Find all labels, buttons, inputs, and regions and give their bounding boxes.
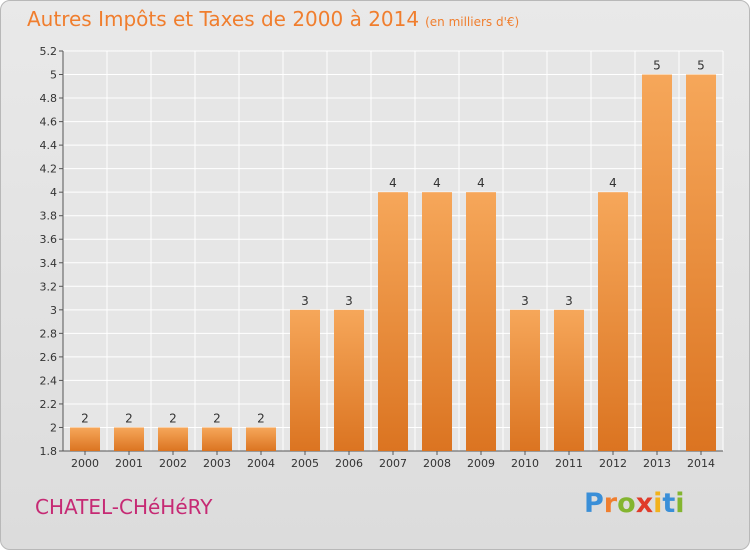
logo-letter: r: [603, 488, 618, 519]
y-tick-label: 4.4: [40, 139, 58, 152]
city-name: CHATEL-CHéHéRY: [35, 495, 213, 519]
data-label: 2: [125, 411, 133, 425]
bar-2007: [378, 192, 408, 452]
data-label: 5: [653, 59, 661, 73]
x-tick-label: 2003: [203, 457, 231, 470]
data-label: 2: [257, 411, 265, 425]
y-tick-label: 2.6: [40, 351, 58, 364]
y-tick-label: 2.8: [40, 327, 58, 340]
y-tick-label: 3.6: [40, 233, 58, 246]
y-tick-label: 4.6: [40, 116, 58, 129]
logo-letter: P: [584, 488, 604, 519]
data-label: 2: [81, 411, 89, 425]
x-tick-label: 2001: [115, 457, 143, 470]
bar-2008: [422, 192, 452, 452]
data-label: 4: [433, 176, 441, 190]
data-label: 4: [389, 176, 397, 190]
x-tick-label: 2000: [71, 457, 99, 470]
x-tick-label: 2007: [379, 457, 407, 470]
y-tick-label: 4.8: [40, 92, 58, 105]
x-tick-label: 2005: [291, 457, 319, 470]
y-tick-label: 5.2: [40, 45, 58, 58]
x-tick-label: 2010: [511, 457, 539, 470]
y-tick-label: 4.2: [40, 163, 58, 176]
x-tick-label: 2004: [247, 457, 275, 470]
x-tick-label: 2012: [599, 457, 627, 470]
data-label: 3: [565, 294, 573, 308]
y-tick-label: 2: [50, 421, 57, 434]
y-tick-label: 3.8: [40, 210, 58, 223]
logo-letter: t: [662, 488, 676, 519]
bar-2014: [686, 74, 716, 451]
proxiti-logo[interactable]: Proxiti: [584, 488, 685, 519]
x-tick-label: 2008: [423, 457, 451, 470]
chart-title-text: Autres Impôts et Taxes de 2000 à 2014: [27, 7, 420, 31]
x-tick-label: 2011: [555, 457, 583, 470]
chart-unit: (en milliers d'€): [425, 15, 520, 29]
y-tick-label: 2.4: [40, 374, 58, 387]
logo-letter: i: [653, 488, 663, 519]
x-tick-label: 2006: [335, 457, 363, 470]
bar-2009: [466, 192, 496, 452]
bar-2012: [598, 192, 628, 452]
bar-2013: [642, 74, 672, 451]
x-tick-label: 2014: [687, 457, 715, 470]
data-label: 3: [345, 294, 353, 308]
chart-title: Autres Impôts et Taxes de 2000 à 2014 (en…: [27, 7, 519, 31]
data-label: 4: [477, 176, 485, 190]
logo-letter: i: [675, 488, 685, 519]
data-label: 3: [301, 294, 309, 308]
data-label: 4: [609, 176, 617, 190]
y-tick-label: 4: [50, 186, 57, 199]
logo-letter: x: [635, 488, 654, 519]
y-tick-label: 3: [50, 304, 57, 317]
bar-2000: [70, 427, 100, 451]
bar-2003: [202, 427, 232, 451]
bar-2001: [114, 427, 144, 451]
logo-letter: o: [617, 488, 636, 519]
bar-2002: [158, 427, 188, 451]
x-tick-label: 2009: [467, 457, 495, 470]
bar-2011: [554, 309, 584, 451]
y-tick-label: 2.2: [40, 398, 58, 411]
y-tick-label: 3.4: [40, 257, 58, 270]
y-tick-label: 1.8: [40, 445, 58, 458]
data-label: 2: [169, 411, 177, 425]
bar-2010: [510, 309, 540, 451]
data-label: 3: [521, 294, 529, 308]
data-label: 2: [213, 411, 221, 425]
bar-2004: [246, 427, 276, 451]
bars: [70, 74, 716, 452]
bar-2005: [290, 309, 320, 451]
x-tick-label: 2013: [643, 457, 671, 470]
y-tick-label: 3.2: [40, 280, 58, 293]
labels: 1.8 2 2.2 2.4 2.6 2.8 3 3.2 3.4 3.6 3.8 4 4.2 4.4 4.6 4…: [40, 45, 716, 470]
data-label: 5: [697, 59, 705, 73]
bar-2006: [334, 309, 364, 451]
y-tick-label: 5: [50, 69, 57, 82]
x-tick-label: 2002: [159, 457, 187, 470]
